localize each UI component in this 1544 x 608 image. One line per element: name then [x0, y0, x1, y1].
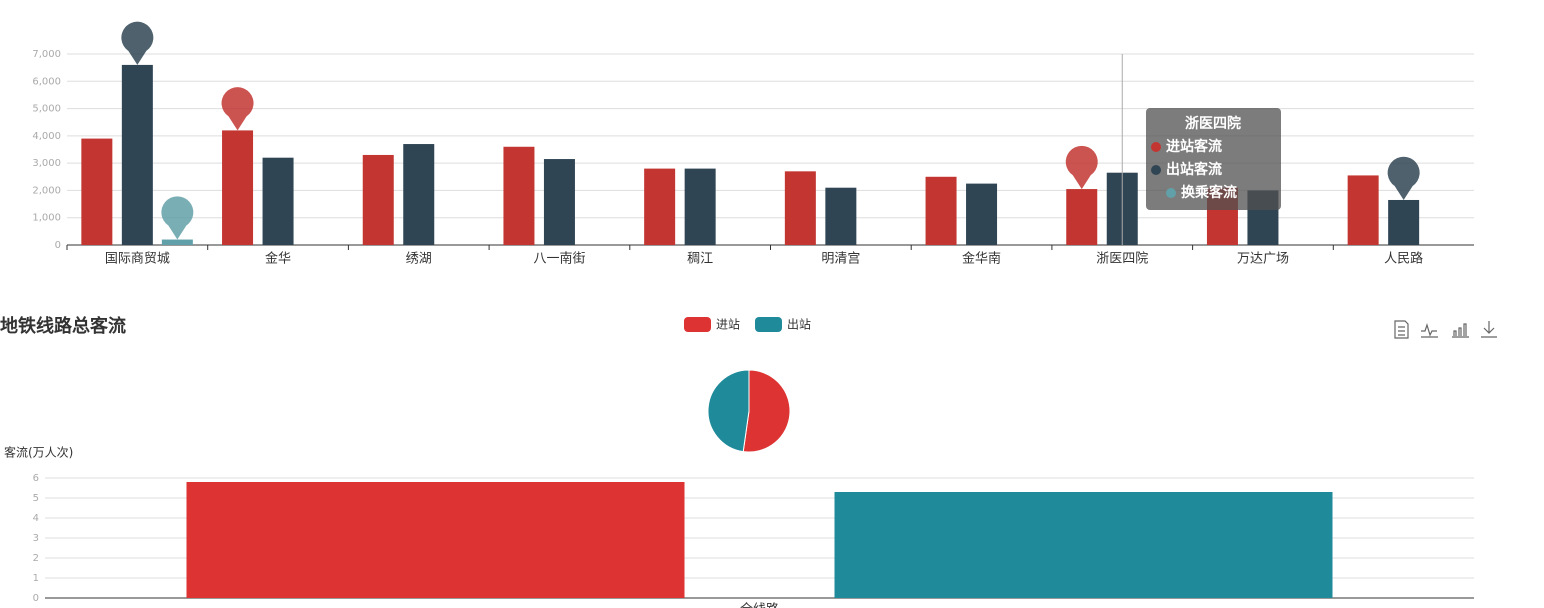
bar — [161, 239, 193, 245]
bar — [403, 144, 435, 245]
y-tick-label: 3 — [33, 533, 39, 544]
bar — [81, 138, 113, 245]
bar — [543, 159, 575, 245]
y-tick-label: 6,000 — [32, 76, 61, 87]
bar — [825, 187, 857, 245]
x-tick-label: 金华南 — [962, 251, 1001, 267]
legend-swatch — [755, 317, 782, 332]
y-tick-label: 2,000 — [32, 185, 61, 196]
tooltip-title: 浙医四院 — [1185, 115, 1241, 132]
tooltip-series-name: 出站客流 — [1166, 161, 1222, 178]
mark-pin — [121, 21, 154, 65]
bar — [503, 146, 535, 245]
legend-swatch — [684, 317, 711, 332]
y-tick-label: 2 — [33, 553, 39, 564]
x-tick-label: 绣湖 — [406, 252, 432, 267]
toolbox[interactable] — [1394, 320, 1497, 339]
y-tick-label: 0 — [33, 593, 39, 604]
bar — [1388, 199, 1420, 245]
bar — [262, 157, 294, 245]
mark-pin — [1387, 156, 1420, 200]
bar — [925, 176, 957, 245]
mark-pin — [1065, 145, 1098, 190]
y-tick-label: 7,000 — [32, 49, 61, 60]
bar — [222, 130, 254, 245]
y-tick-label: 6 — [33, 473, 39, 484]
y-tick-label: 4,000 — [32, 131, 61, 142]
y-tick-label: 4 — [33, 513, 39, 524]
tool-data-view[interactable] — [1394, 320, 1409, 339]
tooltip-series-name: 换乘客流 — [1181, 184, 1237, 201]
legend-label: 进站 — [716, 318, 740, 332]
tool-line[interactable] — [1421, 323, 1438, 338]
x-tick-label: 国际商贸城 — [105, 252, 170, 267]
bar — [966, 183, 998, 245]
bar — [684, 168, 716, 245]
tooltip-series-name: 进站客流 — [1166, 138, 1222, 155]
tooltip-box — [1146, 108, 1281, 210]
mark-pin — [161, 196, 194, 240]
x-tick-label: 八一南街 — [533, 251, 585, 267]
chart-title: 地铁线路总客流 — [0, 315, 126, 337]
bar — [186, 482, 685, 598]
tooltip-swatch — [1151, 165, 1161, 175]
x-tick-label: 浙医四院 — [1096, 252, 1148, 267]
bar — [834, 492, 1333, 598]
pie-slice — [707, 369, 750, 453]
tool-bar[interactable] — [1452, 323, 1469, 338]
x-tick-label: 人民路 — [1384, 251, 1423, 267]
x-tick-label: 万达广场 — [1237, 252, 1289, 267]
x-tick-label: 明清宫 — [821, 252, 860, 267]
y-tick-label: 1,000 — [32, 213, 61, 224]
bar — [1347, 175, 1379, 245]
y-axis-label: 客流(万人次) — [4, 445, 73, 460]
tool-save[interactable] — [1481, 321, 1497, 338]
legend-label: 出站 — [787, 318, 811, 332]
x-tick-label: 金华 — [265, 251, 291, 267]
y-tick-label: 0 — [55, 240, 61, 251]
bar — [784, 171, 816, 245]
x-tick-label: 稠江 — [687, 252, 713, 267]
x-tick-label: 全线路 — [740, 602, 779, 608]
bar — [362, 154, 394, 245]
bar — [121, 64, 153, 246]
y-tick-label: 5 — [33, 493, 39, 504]
tooltip-swatch — [1151, 142, 1161, 152]
y-tick-label: 3,000 — [32, 158, 61, 169]
y-tick-label: 1 — [33, 573, 39, 584]
bar — [1066, 189, 1098, 245]
mark-pin — [221, 87, 254, 131]
bar — [644, 168, 676, 245]
pie-slice — [742, 369, 791, 453]
y-tick-label: 5,000 — [32, 104, 61, 115]
tooltip-swatch — [1166, 188, 1176, 198]
